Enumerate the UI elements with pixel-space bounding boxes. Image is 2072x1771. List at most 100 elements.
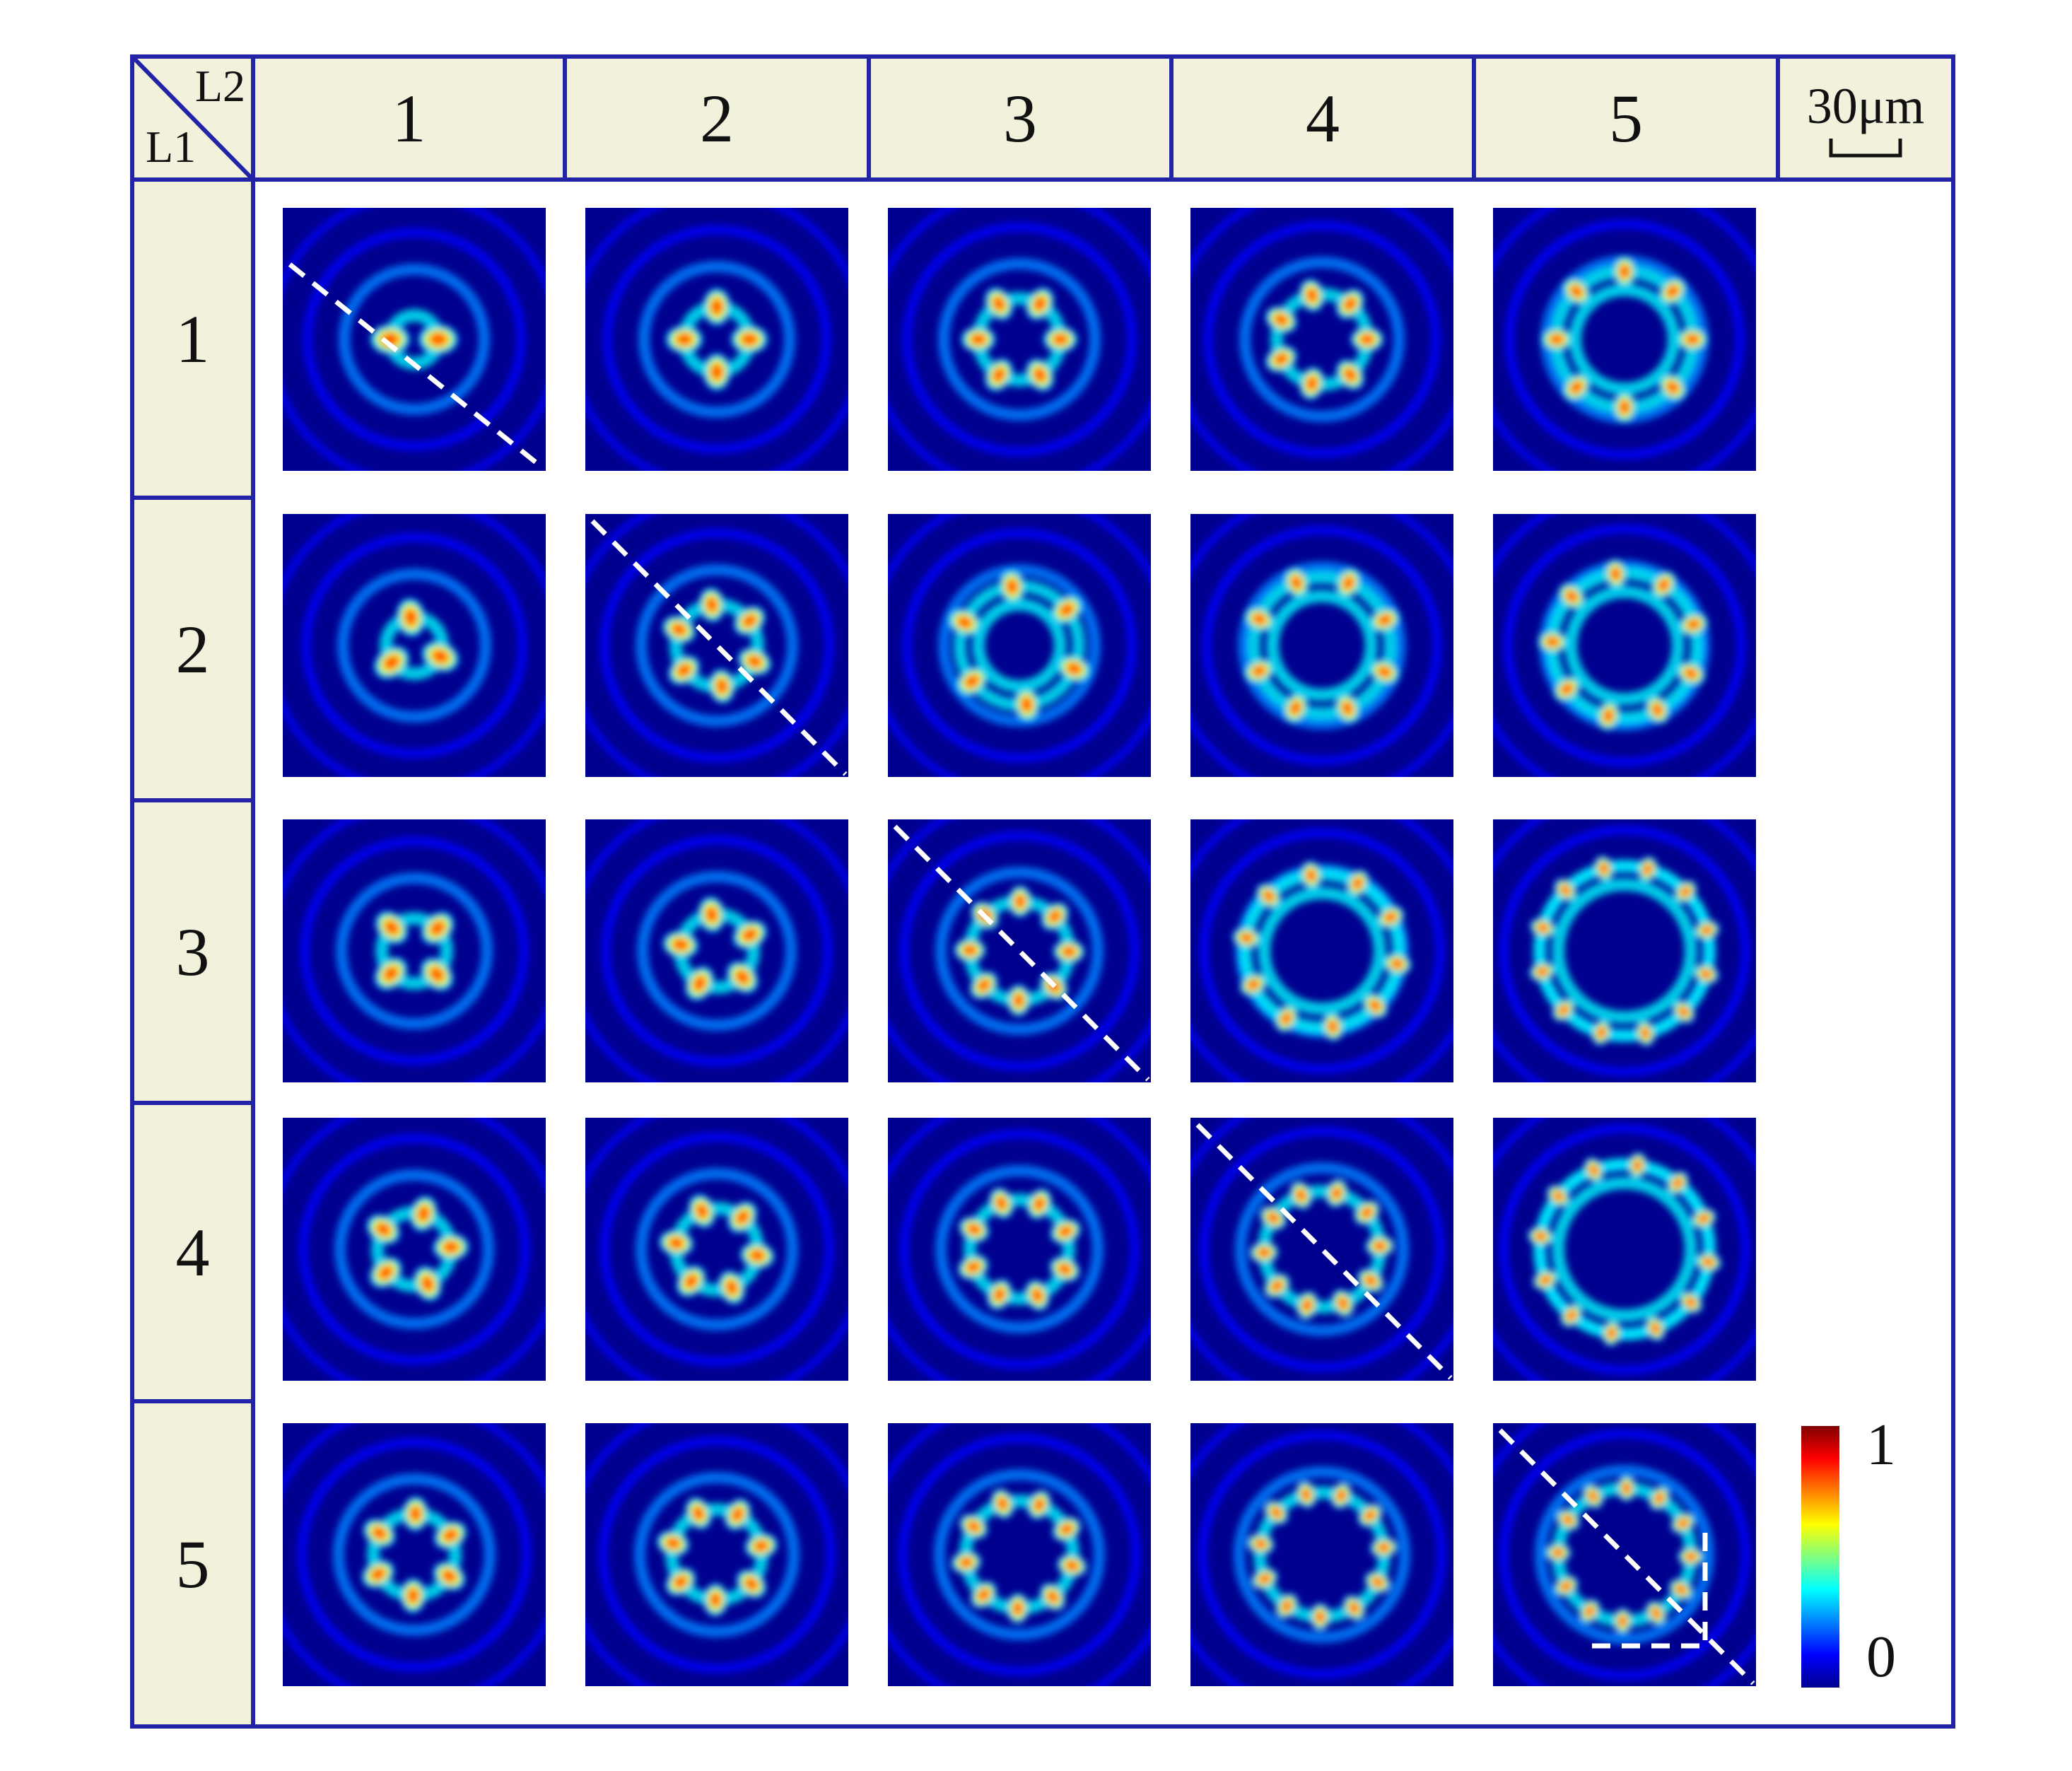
intensity-lobe [1051, 595, 1083, 624]
intensity-lobe [659, 1230, 693, 1256]
pattern-tile-r1-c1 [283, 208, 546, 471]
intensity-lobe [1553, 676, 1581, 702]
intensity-lobe [1645, 695, 1670, 724]
tile-background [283, 1423, 546, 1686]
pattern-tile-r5-c1 [283, 1423, 546, 1686]
intensity-lobe [718, 1270, 745, 1304]
intensity-lobe [1554, 878, 1577, 901]
intensity-lobe [1275, 1005, 1298, 1032]
intensity-lobe [1530, 918, 1556, 938]
halo-ring [1533, 860, 1716, 1042]
pattern-tile-r4-c1 [283, 1118, 546, 1381]
intensity-lobe [662, 931, 698, 959]
intensity-lobe [1008, 886, 1032, 918]
diffraction-ring [1199, 1126, 1445, 1372]
diffraction-ring [298, 1133, 530, 1365]
intensity-lobe [1541, 327, 1572, 351]
intensity-lobe [1283, 693, 1309, 723]
intensity-lobe [1694, 920, 1720, 940]
diffraction-ring [598, 1436, 836, 1673]
intensity-lobe [740, 1242, 775, 1268]
column-header-4: 4 [1169, 54, 1476, 182]
intensity-lobe [1284, 567, 1309, 598]
column-header-label: 4 [1306, 80, 1340, 156]
intensity-lobe [1058, 655, 1091, 682]
intensity-lobe [1052, 1516, 1081, 1542]
intensity-lobe [1026, 288, 1054, 320]
intensity-lobe [366, 1215, 400, 1244]
diffraction-ring [1503, 524, 1746, 767]
tile-background [585, 1118, 848, 1381]
diffraction-ring [601, 835, 833, 1067]
pattern-tile-r4-c4 [1190, 1118, 1453, 1381]
intensity-lobe [734, 606, 766, 636]
intensity-lobe [948, 609, 981, 636]
intensity-lobe [954, 938, 986, 962]
intensity-lobe [1383, 953, 1412, 975]
intensity-lobe [744, 1533, 778, 1559]
intensity-lobe [685, 966, 714, 1000]
intensity-lobe [1027, 1490, 1051, 1519]
intensity-lobe [1050, 1219, 1081, 1244]
diffraction-ring [301, 532, 527, 759]
intensity-lobe [1357, 1268, 1384, 1292]
dashed-diagonal [288, 262, 545, 470]
halo-ring [1533, 1158, 1716, 1340]
intensity-lobe [666, 325, 703, 353]
intensity-lobe [1584, 1157, 1604, 1183]
intensity-lobe [433, 1234, 469, 1261]
column-header-label: 2 [700, 80, 734, 156]
diffraction-ring [899, 1129, 1140, 1369]
colorbar-max-label: 1 [1866, 1412, 1896, 1478]
pattern-tile-r1-c2 [585, 208, 848, 471]
intensity-lobe [657, 1531, 689, 1556]
intensity-lobe [970, 971, 998, 1000]
intensity-lobe [1026, 358, 1054, 391]
corner-cell: L2 L1 [130, 54, 255, 182]
diffraction-ring [1235, 1162, 1409, 1336]
tile-background [1493, 514, 1756, 777]
pattern-tile-r1-c4 [1190, 208, 1453, 471]
halo-ring [1258, 887, 1386, 1015]
intensity-lobe [1357, 1504, 1383, 1527]
intensity-lobe [1365, 1235, 1394, 1257]
intensity-lobe [703, 353, 731, 390]
intensity-lobe [421, 641, 459, 672]
intensity-lobe [1545, 1543, 1571, 1562]
pattern-tile-r3-c1 [283, 819, 546, 1082]
intensity-lobe [1552, 998, 1575, 1022]
intensity-lobe [1593, 855, 1614, 882]
intensity-lobe [971, 1581, 997, 1608]
intensity-lobe [1256, 883, 1282, 909]
corner-label-l1: L1 [146, 122, 197, 172]
intensity-lobe [1330, 1482, 1352, 1509]
diffraction-ring [637, 871, 797, 1031]
intensity-lobe [1649, 1486, 1670, 1510]
pattern-tile-r4-c2 [585, 1118, 848, 1381]
intensity-lobe [703, 1583, 728, 1616]
intensity-lobe [374, 957, 408, 990]
pattern-tile-r2-c5 [1493, 514, 1756, 777]
halo-ring [1552, 878, 1697, 1024]
diffraction-ring [1499, 1429, 1750, 1681]
row-header-label: 5 [175, 1526, 210, 1602]
intensity-lobe [414, 1266, 442, 1301]
intensity-lobe [1678, 1547, 1704, 1567]
intensity-lobe [1325, 1179, 1348, 1208]
intensity-lobe [1336, 289, 1364, 319]
intensity-lobe [1007, 1593, 1029, 1623]
intensity-lobe [985, 288, 1013, 320]
column-header-5: 5 [1472, 54, 1780, 182]
pattern-tile-r4-c3 [888, 1118, 1151, 1381]
tile-background [1190, 208, 1453, 471]
intensity-lobe [731, 325, 768, 353]
diffraction-ring [1499, 1123, 1750, 1375]
pattern-tile-r2-c1 [283, 514, 546, 777]
diffraction-ring [334, 1169, 494, 1329]
intensity-lobe [1299, 279, 1325, 312]
diffraction-ring [1239, 257, 1405, 422]
diffraction-ring [1499, 825, 1750, 1077]
row-header-label: 2 [175, 611, 210, 687]
intensity-lobe [1053, 940, 1084, 964]
intensity-lobe [362, 1560, 394, 1589]
